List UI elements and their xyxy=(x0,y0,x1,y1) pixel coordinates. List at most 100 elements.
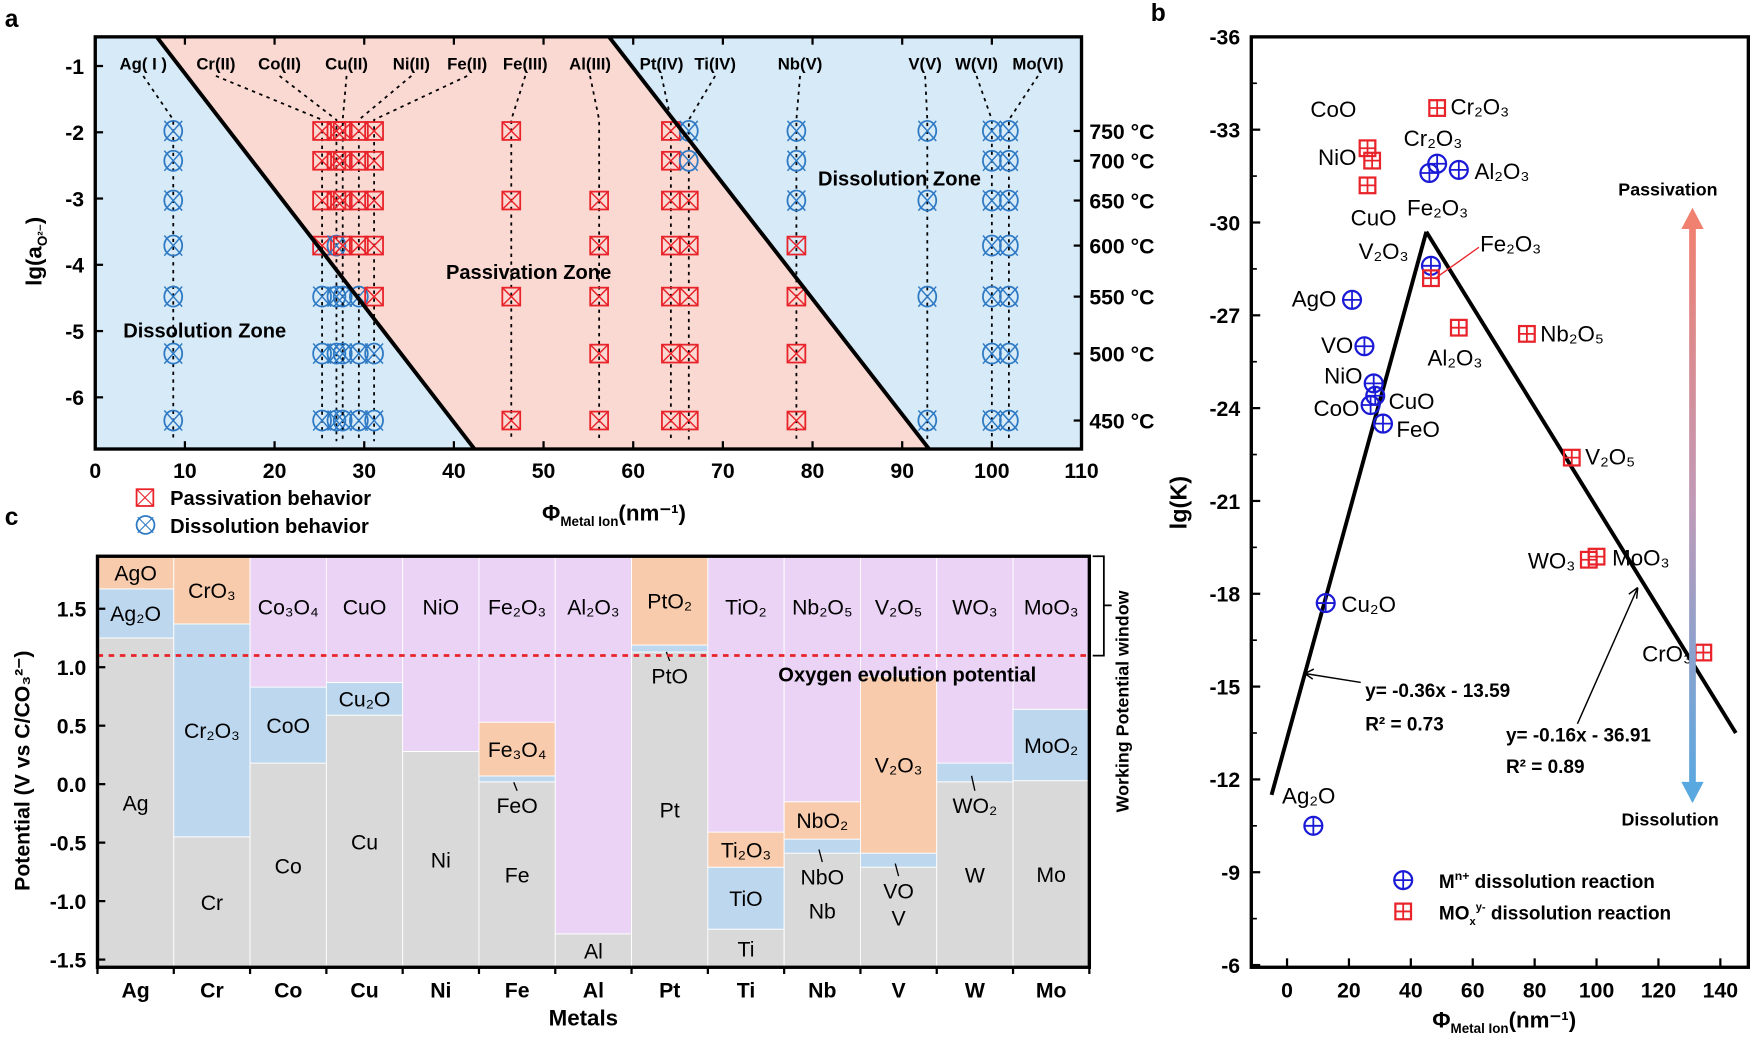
square xyxy=(364,150,384,171)
y-tick-label: -36 xyxy=(1209,27,1240,50)
phase-region-oxide_low xyxy=(783,838,861,854)
cross xyxy=(661,236,681,256)
point-label: Al₂O₃ xyxy=(1428,346,1483,371)
y-tick-label: -33 xyxy=(1209,119,1240,142)
phase-label: WO₂ xyxy=(953,795,998,818)
dissolution-marker xyxy=(917,409,938,432)
cross xyxy=(349,409,369,432)
phase-label: TiO₂ xyxy=(725,596,767,619)
phase-region-oxide_mid xyxy=(173,555,251,625)
ion-guide-line xyxy=(795,75,801,442)
phase-label: Al₂O₃ xyxy=(567,596,619,619)
cross xyxy=(589,411,609,430)
cross xyxy=(349,343,369,365)
point-label: Nb₂O₅ xyxy=(1540,322,1604,347)
ion-guide-line xyxy=(373,75,468,442)
cross xyxy=(589,344,609,364)
plus xyxy=(1449,160,1468,179)
cross xyxy=(333,151,353,171)
metal-category-label: Ti xyxy=(737,979,755,1002)
x-tick-label: 30 xyxy=(352,460,376,483)
passivation-marker xyxy=(364,235,384,256)
temperature-label: 650 °C xyxy=(1089,190,1154,213)
cross xyxy=(679,344,699,364)
cross xyxy=(364,191,384,210)
temperature-label: 600 °C xyxy=(1089,235,1154,258)
square xyxy=(349,190,369,211)
y-tick-label: 0.5 xyxy=(57,716,87,739)
y-tick-label: 0.0 xyxy=(57,774,87,797)
temperature-label: 550 °C xyxy=(1089,286,1154,309)
dissolution-marker xyxy=(786,120,807,142)
x-axis-title: Metals xyxy=(549,1005,619,1030)
passivation-marker xyxy=(332,235,353,256)
y-tick-label: -21 xyxy=(1209,491,1240,514)
circle xyxy=(999,409,1019,432)
square xyxy=(312,190,332,211)
cross xyxy=(163,189,183,212)
y-tick-label: -15 xyxy=(1209,676,1240,699)
circle xyxy=(326,285,347,308)
point-label: AgO xyxy=(1292,287,1337,312)
dissolution-marker xyxy=(163,342,184,365)
panel-label-c: c xyxy=(5,504,19,531)
metal-category-label: W xyxy=(965,979,985,1002)
square xyxy=(501,190,522,211)
cross xyxy=(589,287,609,307)
square xyxy=(501,121,522,141)
passivation-marker xyxy=(786,286,807,307)
metal-category-label: Co xyxy=(274,979,302,1002)
x-tick-label: 140 xyxy=(1703,979,1738,1002)
passivation-marker xyxy=(501,286,522,307)
phase-region-oxide_mid xyxy=(783,801,861,840)
plus xyxy=(1359,177,1376,194)
cross xyxy=(917,120,937,142)
plus xyxy=(1450,319,1467,336)
zone-label-right: Dissolution Zone xyxy=(818,168,981,190)
circle xyxy=(312,409,332,432)
phase-label: Pt xyxy=(660,800,680,823)
circle xyxy=(349,285,369,308)
square xyxy=(678,343,699,364)
legend-rest: dissolution reaction xyxy=(1469,872,1655,893)
ion-label: Mo(VI) xyxy=(1012,54,1063,73)
square xyxy=(332,190,353,211)
plus xyxy=(1343,290,1361,309)
metal-ion-dissolution-point xyxy=(1303,815,1324,836)
x-title-sub: Metal Ion xyxy=(1451,1021,1509,1036)
metal-ion-dissolution-point xyxy=(1372,413,1394,434)
cross xyxy=(501,191,521,210)
dissolution-arrow-label: Dissolution xyxy=(1622,809,1719,829)
cross xyxy=(589,236,609,256)
x-tick-label: 40 xyxy=(1399,979,1423,1002)
plus xyxy=(1429,100,1445,116)
phase-label: WO₃ xyxy=(952,596,997,619)
x-axis-title: ΦMetal Ion(nm⁻¹) xyxy=(1432,1008,1576,1037)
cross xyxy=(312,409,332,432)
x-tick-label: 60 xyxy=(621,460,645,483)
cross xyxy=(982,235,1002,257)
legend-metal-ion-label: Mn+ dissolution reaction xyxy=(1439,869,1655,893)
metal-ion-dissolution-point xyxy=(1341,289,1363,310)
ion-label: Fe(III) xyxy=(503,54,548,73)
cross xyxy=(312,343,332,365)
temperature-label: 750 °C xyxy=(1089,121,1154,144)
passivation-dissolution-arrow-shaft xyxy=(1689,223,1696,788)
cross xyxy=(999,189,1019,212)
phase-region-oxide_high xyxy=(402,555,480,752)
plus xyxy=(1394,871,1413,890)
cross xyxy=(786,150,806,172)
phase-label: Nb₂O₅ xyxy=(792,596,852,619)
phase-region-metal xyxy=(783,852,861,969)
phase-region-oxide_high xyxy=(936,555,1014,764)
cross xyxy=(364,151,384,171)
phase-label: Cr₂O₃ xyxy=(184,720,240,743)
dissolution-marker xyxy=(332,285,353,308)
y-tick-label: -4 xyxy=(65,255,84,278)
square xyxy=(332,121,353,141)
x-axis-title: ΦMetal Ion(nm⁻¹) xyxy=(542,501,686,530)
phase-region-metal xyxy=(478,781,556,969)
phase-label: V₂O₃ xyxy=(875,755,923,778)
dissolution-marker xyxy=(917,189,938,212)
metal-ion-dissolution-point xyxy=(1315,593,1336,614)
